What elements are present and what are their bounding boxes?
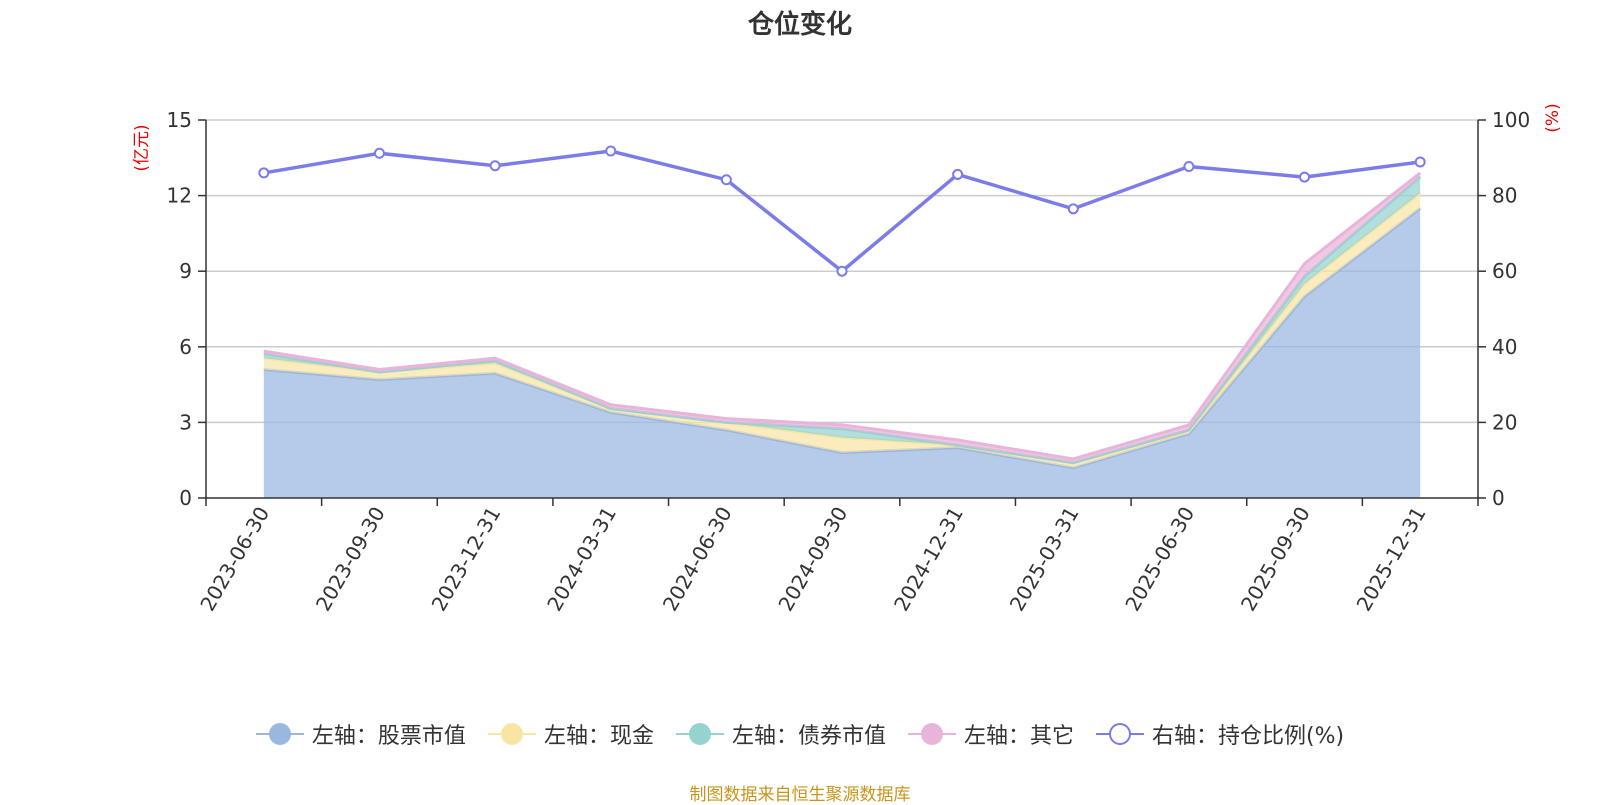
legend-label: 右轴：持仓比例(%) (1151, 724, 1345, 749)
right-axis-unit: (%) (1543, 103, 1563, 132)
ratio-point (258, 167, 270, 179)
area-fill (263, 208, 1421, 498)
legend-label: 左轴：债券市值 (731, 724, 886, 749)
legend-label: 左轴：其它 (963, 724, 1074, 749)
legend-item[interactable]: 左轴：股票市值 (255, 718, 466, 750)
area-series (263, 171, 1422, 498)
left-axis-tick-label: 6 (179, 335, 192, 359)
ratio-point (489, 160, 501, 172)
ratio-point (1299, 171, 1311, 183)
x-axis-tick-label: 2025-06-30 (1120, 503, 1199, 616)
legend-item[interactable]: 左轴：现金 (487, 718, 654, 750)
right-axis-tick-label: 0 (1492, 486, 1505, 510)
right-axis-tick-label: 40 (1492, 335, 1517, 359)
legend-label: 左轴：现金 (543, 724, 654, 749)
right-axis-tick-label: 20 (1492, 410, 1517, 434)
ratio-point (605, 145, 617, 157)
legend-circle-icon (907, 721, 956, 747)
x-axis-tick-label: 2025-09-30 (1236, 503, 1315, 616)
area-top-line (263, 171, 1422, 461)
x-axis-tick-label: 2023-12-31 (427, 503, 506, 616)
x-axis-tick-label: 2024-03-31 (542, 503, 621, 616)
right-axis-tick-label: 80 (1492, 184, 1517, 208)
left-axis-tick-label: 12 (167, 184, 192, 208)
source-note: 制图数据来自恒生聚源数据库 (689, 785, 911, 805)
ratio-point (836, 265, 848, 277)
right-axis-tick-label: 60 (1492, 259, 1517, 283)
legend-hollow-circle-icon (1095, 721, 1144, 747)
x-axis-tick-label: 2023-06-30 (195, 503, 274, 616)
legend-label: 左轴：股票市值 (311, 724, 466, 749)
ratio-point (720, 174, 732, 186)
left-axis-unit: (亿元) (132, 124, 152, 171)
ratio-line (258, 145, 1426, 277)
ratio-point (373, 147, 385, 159)
legend-item[interactable]: 右轴：持仓比例(%) (1095, 718, 1345, 750)
ratio-point (1414, 156, 1426, 168)
ratio-line-path (263, 149, 1421, 274)
legend-item[interactable]: 左轴：其它 (907, 718, 1074, 750)
legend-circle-icon (255, 721, 304, 747)
legend-circle-icon (675, 721, 724, 747)
legend: 左轴：股票市值 左轴：现金 左轴：债券市值 左轴：其它 右轴：持仓比例(%) (0, 718, 1600, 750)
x-axis-tick-label: 2023-09-30 (311, 503, 390, 616)
ratio-point (1067, 203, 1079, 215)
ratio-point (952, 168, 964, 180)
ratio-point (1183, 160, 1195, 172)
legend-item[interactable]: 左轴：债券市值 (675, 718, 886, 750)
x-axis-tick-label: 2024-12-31 (889, 503, 968, 616)
x-axis-tick-label: 2024-09-30 (773, 503, 852, 616)
chart-title: 仓位变化 (747, 10, 852, 40)
x-axis-tick-label: 2025-12-31 (1352, 503, 1431, 616)
left-axis-tick-label: 3 (179, 410, 192, 434)
right-axis-tick-label: 100 (1492, 108, 1530, 132)
left-axis-tick-label: 9 (179, 259, 192, 283)
left-axis-tick-label: 15 (167, 108, 192, 132)
left-axis-tick-label: 0 (179, 486, 192, 510)
x-axis-tick-label: 2024-06-30 (658, 503, 737, 616)
legend-circle-icon (487, 721, 536, 747)
x-axis-tick-label: 2025-03-31 (1005, 503, 1084, 616)
